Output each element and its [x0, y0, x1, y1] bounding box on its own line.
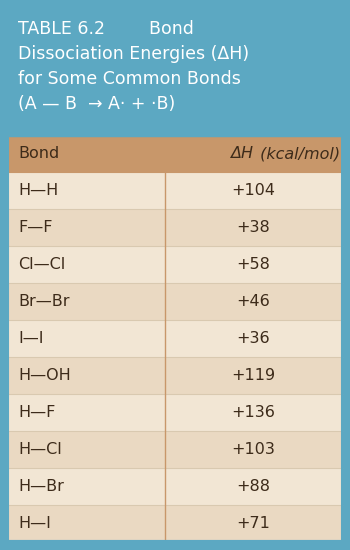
Bar	[8, 209, 342, 246]
Text: Cl—Cl: Cl—Cl	[18, 257, 65, 272]
Text: TABLE 6.2        Bond
Dissociation Energies (ΔH)
for Some Common Bonds
(A — B  →: TABLE 6.2 Bond Dissociation Energies (ΔH…	[18, 20, 249, 113]
Text: H—Cl: H—Cl	[18, 442, 62, 457]
Text: H—I: H—I	[18, 516, 51, 531]
Text: +71: +71	[237, 516, 271, 531]
Text: H—F: H—F	[18, 405, 55, 420]
Bar	[8, 172, 342, 209]
Text: Bond: Bond	[18, 146, 59, 162]
Text: F—F: F—F	[18, 220, 52, 235]
Bar	[8, 394, 342, 431]
Text: I—I: I—I	[18, 331, 43, 346]
Text: Br—Br: Br—Br	[18, 294, 70, 309]
Text: +58: +58	[237, 257, 271, 272]
Bar	[8, 320, 342, 357]
Bar	[8, 357, 342, 394]
Bar	[8, 431, 342, 468]
Text: H—Br: H—Br	[18, 479, 64, 494]
Text: (kcal/mol): (kcal/mol)	[256, 146, 341, 162]
Text: +103: +103	[232, 442, 275, 457]
Text: +136: +136	[232, 405, 275, 420]
Bar	[8, 283, 342, 320]
Bar	[8, 246, 342, 283]
Text: H—OH: H—OH	[18, 368, 71, 383]
Bar	[8, 468, 342, 505]
Text: +46: +46	[237, 294, 270, 309]
Text: +36: +36	[237, 331, 270, 346]
Text: +38: +38	[237, 220, 270, 235]
Bar	[8, 505, 342, 542]
Bar	[8, 8, 342, 136]
Text: +119: +119	[231, 368, 275, 383]
Text: ΔH: ΔH	[231, 146, 253, 162]
Text: +104: +104	[231, 183, 275, 198]
Text: H—H: H—H	[18, 183, 58, 198]
Bar	[8, 136, 342, 172]
Text: +88: +88	[237, 479, 271, 494]
Bar	[8, 136, 342, 542]
